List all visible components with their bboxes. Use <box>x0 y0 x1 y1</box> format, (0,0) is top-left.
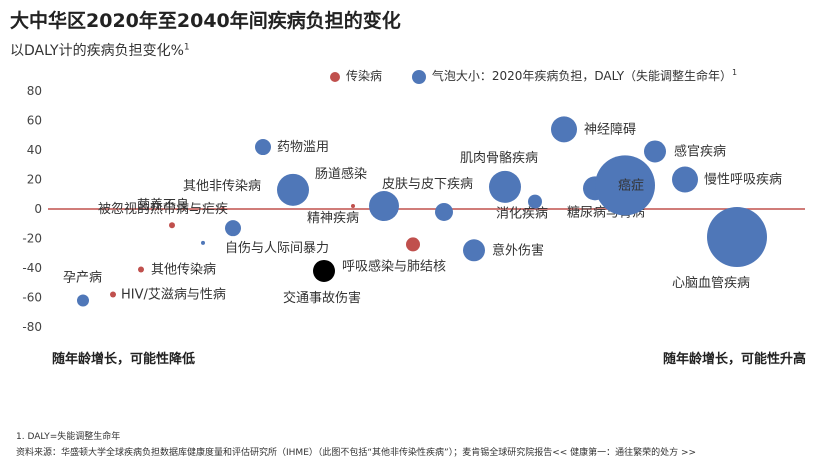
chart-legend: 传染病 气泡大小：2020年疾病负担，DALY（失能调整生命年）1 <box>330 67 763 84</box>
axis-note-increasing: 随年龄增长，可能性升高 <box>662 352 806 367</box>
bubble-4 <box>201 240 205 245</box>
legend-red-label: 传染病 <box>346 69 383 83</box>
bubble-label-9: 交通事故伤害 <box>283 290 361 306</box>
bubble-20 <box>644 140 666 163</box>
bubble-label-12: 呼吸感染与肺结核 <box>342 258 446 274</box>
subtitle-text: 以DALY计的疾病负担变化% <box>10 43 184 59</box>
bubble-22 <box>707 207 767 268</box>
bubble-21 <box>672 166 698 193</box>
bubble-label-3: 营养不良 <box>137 197 189 213</box>
bubble-label-11: 精神疾病 <box>307 211 359 226</box>
bubble-label-21: 慢性呼吸疾病 <box>704 172 782 188</box>
bubble-label-13: 皮肤与皮下疾病 <box>382 177 473 192</box>
bubble-12 <box>406 237 420 252</box>
bubble-14 <box>463 239 485 262</box>
bubble-label-10: 肠道感染 <box>315 166 367 182</box>
bubble-6 <box>225 220 241 237</box>
bubble-label-7: 药物滥用 <box>277 140 329 155</box>
axis-note-decreasing: 随年龄增长，可能性降低 <box>52 352 196 367</box>
footnote: 1. DALY=失能调整生命年 <box>16 432 121 442</box>
bubble-1 <box>110 291 116 298</box>
bubble-11 <box>369 191 399 222</box>
bubble-5 <box>221 207 225 211</box>
y-tick-label: -20 <box>22 232 42 246</box>
bubble-13 <box>435 202 453 221</box>
bubble-8 <box>277 173 309 206</box>
legend-red-dot <box>330 71 340 82</box>
y-tick-label: 80 <box>27 84 42 98</box>
bubble-label-5: 被忽视的热带病与疟疾 <box>98 201 228 217</box>
bubble-label-0: 孕产病 <box>63 270 102 285</box>
subtitle-footnote-mark: 1 <box>183 42 190 53</box>
legend-item-communicable: 传染病 <box>330 67 382 84</box>
y-tick-label: -80 <box>22 320 42 334</box>
bubble-label-20: 感官疾病 <box>674 143 726 159</box>
bubble-label-14: 意外伤害 <box>492 242 544 258</box>
bubble-label-19: 癌症 <box>618 177 644 193</box>
bubble-19 <box>595 155 655 216</box>
bubble-3 <box>169 222 175 229</box>
y-tick-label: 40 <box>27 143 42 157</box>
bubble-label-6: 自伤与人际间暴力 <box>225 241 329 256</box>
y-tick-label: 20 <box>27 173 42 187</box>
bubble-label-16: 消化疾病 <box>496 207 548 222</box>
bubble-label-2: 其他传染病 <box>151 262 216 277</box>
bubble-16 <box>528 194 542 209</box>
bubble-label-1: HIV/艾滋病与性病 <box>121 288 226 303</box>
chart-subtitle: 以DALY计的疾病负担变化%1 <box>10 40 190 60</box>
y-tick-label: -60 <box>22 291 42 305</box>
bubble-9 <box>313 259 335 282</box>
y-tick-label: 0 <box>34 202 42 216</box>
y-tick-label: 60 <box>27 114 42 128</box>
bubble-label-15: 肌肉骨骼疾病 <box>460 150 538 166</box>
chart-title: 大中华区2020年至2040年间疾病负担的变化 <box>10 10 401 32</box>
bubble-17 <box>551 116 577 143</box>
source-note: 资料来源：华盛顿大学全球疾病负担数据库健康度量和评估研究所（IHME）（此图不包… <box>16 448 697 458</box>
bubble-2 <box>138 266 144 273</box>
bubble-label-8: 其他非传染病 <box>183 179 261 194</box>
y-tick-label: -40 <box>22 261 42 275</box>
bubble-10 <box>351 204 355 209</box>
legend-blue-dot <box>411 69 426 84</box>
bubble-15 <box>489 170 521 203</box>
bubble-0 <box>77 294 89 307</box>
legend-blue-label: 气泡大小：2020年疾病负担，DALY（失能调整生命年） <box>431 69 733 83</box>
legend-footnote-mark: 1 <box>732 68 738 77</box>
bubble-7 <box>255 139 271 156</box>
legend-item-bubble-size: 气泡大小：2020年疾病负担，DALY（失能调整生命年）1 <box>411 67 738 84</box>
bubble-label-17: 神经障碍 <box>584 122 636 137</box>
bubble-label-22: 心脑血管疾病 <box>672 276 750 291</box>
